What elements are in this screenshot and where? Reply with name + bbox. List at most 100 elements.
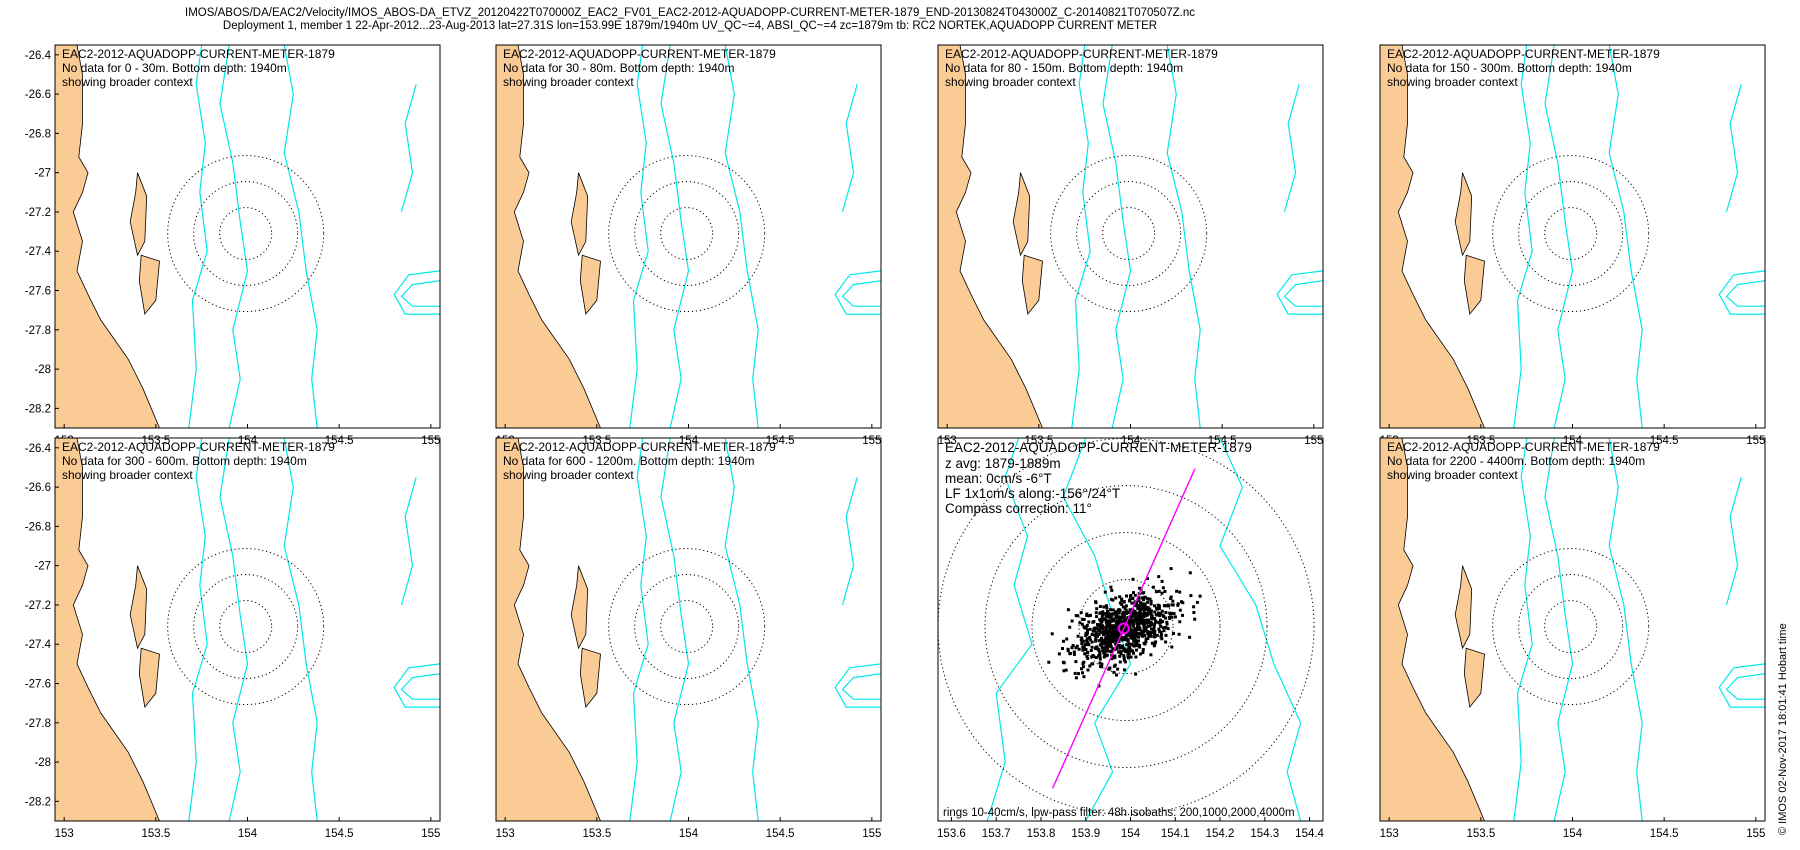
scatter-point xyxy=(1100,646,1104,649)
x-tick-label: 153.5 xyxy=(582,828,611,840)
scatter-point xyxy=(1097,628,1101,632)
isobath-loop-1 xyxy=(834,270,881,315)
scatter-point xyxy=(1117,615,1121,619)
ring-1 xyxy=(1544,207,1598,261)
scatter-point xyxy=(1101,613,1105,617)
isobath-loop-2 xyxy=(1725,280,1765,307)
scatter-point xyxy=(1105,649,1109,653)
scatter-point xyxy=(1071,644,1075,647)
scatter-point xyxy=(1125,643,1129,647)
scatter-point xyxy=(1086,628,1089,632)
y-tick-label: -26.6 xyxy=(25,482,51,494)
y-tick-label: -27.2 xyxy=(25,207,51,219)
plot-area xyxy=(55,438,440,821)
scatter-point xyxy=(1108,666,1112,670)
scatter-point xyxy=(1117,623,1121,627)
scatter-point xyxy=(1128,608,1132,612)
scatter-point xyxy=(1098,652,1102,655)
isobath-2 xyxy=(1544,438,1574,821)
scatter-point xyxy=(1155,620,1159,624)
ring-1 xyxy=(1078,579,1174,675)
scatter-point xyxy=(1125,612,1128,615)
isobath-2 xyxy=(1544,45,1574,428)
scatter-point xyxy=(1068,625,1072,629)
scatter-point xyxy=(1117,644,1121,647)
scatter-point xyxy=(1107,636,1111,640)
isobath-1 xyxy=(188,438,208,821)
scatter-point xyxy=(1115,611,1119,614)
scatter-point xyxy=(1091,662,1095,666)
panel-title: EAC2-2012-AQUADOPP-CURRENT-METER-1879 xyxy=(62,47,335,61)
scatter-point xyxy=(1116,633,1120,637)
panel-info-line: Compass correction: 11° xyxy=(945,501,1092,516)
scatter-point xyxy=(1087,614,1091,618)
scatter-point xyxy=(1096,623,1099,626)
scatter-point xyxy=(1120,597,1124,601)
scatter-point xyxy=(1135,604,1139,608)
scatter-point xyxy=(1098,605,1102,608)
scatter-point xyxy=(1149,612,1153,616)
scatter-point xyxy=(1102,646,1106,650)
ring-2 xyxy=(193,181,299,287)
ring-2 xyxy=(634,181,740,287)
scatter-point xyxy=(1157,589,1161,593)
panel-2: 153153.5154154.5155EAC2-2012-AQUADOPP-CU… xyxy=(495,44,882,447)
scatter-point xyxy=(1080,617,1084,621)
land-mass xyxy=(1380,438,1485,821)
scatter-point xyxy=(1081,671,1084,675)
panel-subtitle: No data for 600 - 1200m. Bottom depth: 1… xyxy=(503,454,754,468)
scatter-point xyxy=(1124,626,1128,630)
ring-3 xyxy=(984,485,1268,769)
x-tick-label: 153.9 xyxy=(1071,828,1100,840)
y-tick-label: -27.2 xyxy=(25,600,51,612)
scatter-point xyxy=(1062,669,1066,673)
scatter-point xyxy=(1047,660,1051,664)
scatter-point xyxy=(1085,651,1089,655)
scatter-point xyxy=(1137,596,1141,600)
panel-subtitle: No data for 0 - 30m. Bottom depth: 1940m xyxy=(62,61,287,75)
scatter-point xyxy=(1093,633,1097,637)
x-tick-label: 154 xyxy=(238,828,258,840)
panel-info-line: z avg: 1879-1889m xyxy=(945,456,1061,471)
y-tick-label: -27 xyxy=(34,561,51,573)
isobath-4 xyxy=(1725,477,1742,606)
y-tick-label: -27.6 xyxy=(25,286,51,298)
panel-title: EAC2-2012-AQUADOPP-CURRENT-METER-1879 xyxy=(503,47,776,61)
scatter-point xyxy=(1149,634,1153,638)
scatter-point xyxy=(1137,635,1141,639)
scatter-point xyxy=(1099,638,1103,642)
isobath-3 xyxy=(724,438,759,821)
isobath-4 xyxy=(841,84,858,213)
panel-note: showing broader context xyxy=(1387,468,1518,482)
scatter-point xyxy=(1149,653,1153,657)
island-1 xyxy=(129,565,148,650)
ring-1 xyxy=(660,207,714,261)
panel-3: 153 153.5 154 154.5 155EAC2-2012-AQUADOPP-CU… xyxy=(937,44,1324,447)
scatter-point xyxy=(1122,658,1126,662)
plot-area xyxy=(496,45,881,428)
scatter-point xyxy=(1113,654,1117,658)
ring-2 xyxy=(634,574,740,680)
scatter-point xyxy=(1064,668,1068,672)
scatter-point xyxy=(1178,590,1182,594)
y-tick-label: -28 xyxy=(34,364,51,376)
scatter-point xyxy=(1158,614,1162,618)
scatter-point xyxy=(1094,636,1098,640)
scatter-point xyxy=(1149,599,1153,603)
scatter-point xyxy=(1157,575,1161,579)
y-tick-label: -26.4 xyxy=(25,443,52,455)
scatter-point xyxy=(1132,639,1136,643)
scatter-point xyxy=(1117,650,1121,654)
isobath-1 xyxy=(629,438,649,821)
isobath-1 xyxy=(1513,45,1533,428)
scatter-point xyxy=(1091,629,1095,633)
scatter-point xyxy=(1104,620,1108,624)
scatter-point xyxy=(1153,642,1157,646)
scatter-point xyxy=(1081,662,1085,666)
scatter-point xyxy=(1111,647,1115,651)
scatter-point xyxy=(1097,632,1101,636)
scatter-point xyxy=(1128,623,1132,627)
scatter-point xyxy=(1098,623,1102,627)
scatter-point xyxy=(1192,605,1196,609)
scatter-point xyxy=(1072,652,1076,656)
